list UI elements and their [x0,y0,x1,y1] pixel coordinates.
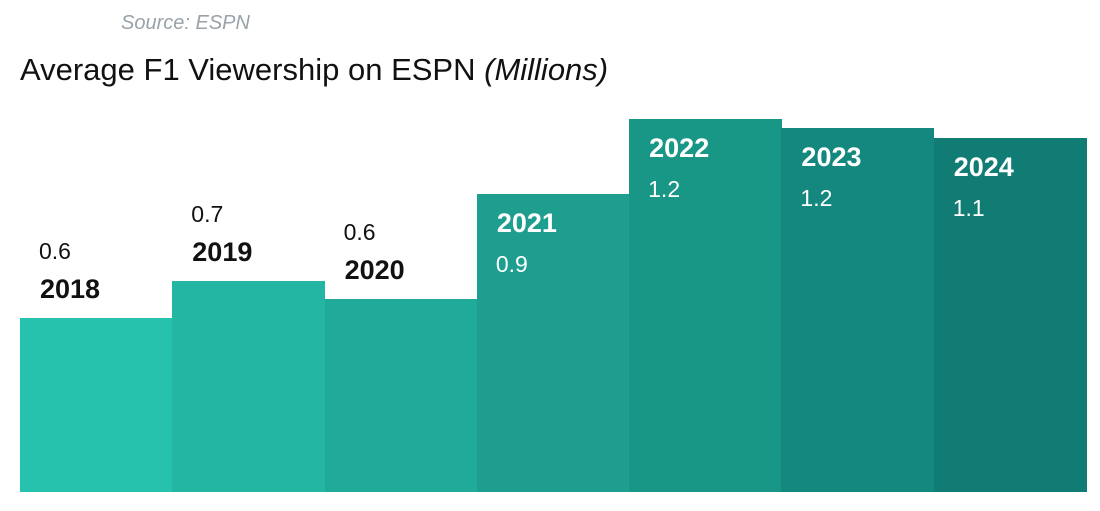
category-label-2020: 2020 [344,255,405,286]
bar-2019 [172,280,326,492]
category-label-2021: 2021 [496,207,557,238]
bar-2024 [933,137,1087,492]
value-label-2021: 0.9 [495,250,528,277]
value-label-2022: 1.2 [648,176,681,202]
chart-title-unit: (Millions) [484,52,609,87]
category-label-2022: 2022 [649,133,710,163]
category-label-2024: 2024 [953,151,1014,182]
category-label-2018: 2018 [40,273,101,304]
value-label-2024: 1.1 [952,194,985,221]
value-label-2018: 0.6 [39,237,71,264]
bar-2022 [629,119,783,492]
value-label-2019: 0.7 [191,200,224,227]
value-label-2023: 1.2 [800,185,833,212]
category-label-2019: 2019 [192,236,253,267]
value-label-2020: 0.6 [343,219,376,246]
chart-title: Average F1 Viewership on ESPN (Millions) [20,52,608,88]
chart-title-text: Average F1 Viewership on ESPN [20,52,476,87]
category-label-2023: 2023 [801,142,862,173]
chart-source: Source: ESPN [121,12,250,34]
bar-2020 [324,299,478,492]
bar-2023 [781,128,935,492]
bar-2018 [20,317,173,492]
bar-2021 [476,193,630,492]
